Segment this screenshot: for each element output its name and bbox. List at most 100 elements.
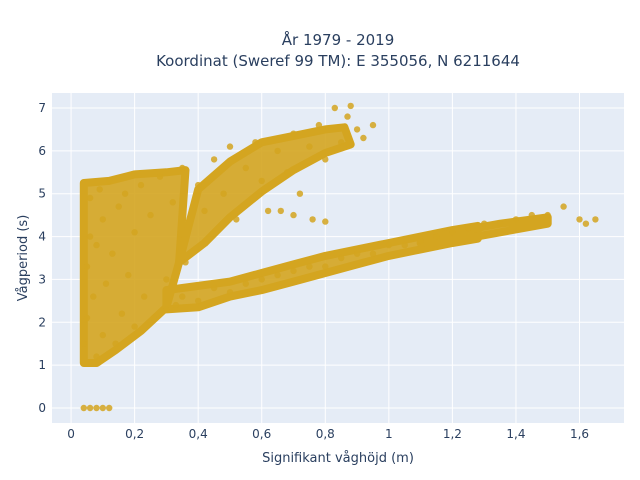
y-tick-label: 3: [38, 272, 46, 286]
x-tick-label: 0,8: [316, 427, 335, 441]
scatter-point: [592, 216, 599, 223]
scatter-point: [83, 314, 91, 322]
scatter-point: [401, 241, 408, 249]
scatter-point: [360, 134, 367, 142]
scatter-point: [306, 263, 313, 270]
scatter-point: [258, 276, 265, 283]
y-tick-label: 1: [38, 358, 46, 372]
scatter-point: [315, 121, 323, 129]
scatter-point: [277, 207, 284, 215]
scatter-point: [290, 130, 297, 137]
y-tick-label: 5: [38, 187, 46, 201]
scatter-point: [528, 211, 535, 219]
scatter-point: [226, 143, 234, 150]
scatter-point: [182, 259, 189, 266]
scatter-point: [353, 126, 361, 133]
x-axis-ticks: 0 0,2 0,4 0,6 0,8 1 1,2 1,4 1,6: [67, 427, 589, 441]
scatter-point: [322, 156, 329, 163]
x-tick-label: 0,6: [252, 427, 271, 441]
scatter-point: [150, 314, 157, 322]
scatter-point: [274, 271, 281, 279]
scatter-point: [226, 289, 234, 296]
scatter-point: [512, 216, 520, 223]
x-tick-label: 0,4: [189, 427, 208, 441]
scatter-point: [172, 301, 180, 309]
scatter-point: [322, 218, 329, 225]
scatter-point: [252, 139, 259, 146]
scatter-point: [284, 169, 291, 176]
scatter-point: [220, 190, 227, 197]
scatter-point: [137, 181, 145, 189]
chart-title-line-2: Koordinat (Sweref 99 TM): E 355056, N 62…: [156, 52, 520, 70]
scatter-point: [179, 164, 186, 172]
scatter-point: [347, 102, 354, 110]
scatter-point: [582, 220, 590, 227]
scatter-point: [106, 177, 113, 185]
scatter-point: [118, 310, 126, 317]
scatter-point: [201, 207, 208, 215]
y-tick-label: 2: [38, 315, 46, 329]
scatter-point: [80, 404, 88, 412]
scatter-point: [309, 216, 316, 223]
x-tick-label: 0: [67, 427, 75, 441]
scatter-point: [290, 267, 297, 275]
scatter-point: [169, 199, 176, 206]
scatter-point: [344, 113, 351, 120]
scatter-point: [258, 177, 265, 185]
scatter-point: [369, 250, 377, 257]
scatter-point: [465, 224, 472, 232]
scatter-point: [99, 331, 107, 339]
scatter-point: [106, 404, 113, 412]
scatter-point: [83, 263, 91, 270]
chart-title-line-1: År 1979 - 2019: [282, 30, 395, 49]
scatter-point: [163, 276, 170, 283]
scatter-cluster: [416, 213, 552, 247]
scatter-points: [80, 102, 599, 412]
scatter-point: [141, 293, 148, 300]
scatter-point: [102, 280, 110, 287]
x-tick-label: 1,6: [570, 427, 589, 441]
scatter-point: [86, 194, 94, 202]
scatter-cluster: [79, 166, 190, 367]
scatter-point: [147, 211, 154, 219]
scatter-point: [179, 293, 186, 300]
scatter-point: [338, 139, 345, 146]
scatter-point: [112, 340, 119, 347]
y-tick-label: 6: [38, 144, 46, 158]
scatter-point: [115, 203, 122, 210]
scatter-point: [576, 216, 583, 223]
scatter-point: [264, 207, 272, 215]
scatter-point: [331, 104, 338, 112]
scatter-point: [496, 220, 504, 227]
scatter-point: [86, 404, 94, 412]
scatter-point: [96, 186, 103, 193]
scatter-cluster: [175, 123, 355, 267]
scatter-point: [90, 293, 97, 300]
x-tick-label: 1: [385, 427, 393, 441]
scatter-point: [195, 181, 202, 189]
scatter-point: [131, 323, 138, 330]
y-tick-label: 4: [38, 230, 46, 244]
scatter-point: [560, 203, 567, 210]
y-tick-label: 7: [38, 101, 46, 115]
scatter-point: [156, 173, 164, 180]
scatter-point: [274, 147, 281, 155]
scatter-point: [417, 237, 424, 245]
x-tick-label: 0,2: [125, 427, 144, 441]
scatter-point: [210, 284, 218, 292]
scatter-point: [290, 211, 297, 219]
scatter-point: [210, 156, 218, 163]
y-tick-label: 0: [38, 401, 46, 415]
scatter-point: [93, 241, 100, 249]
scatter-point: [449, 229, 456, 236]
scatter-point: [163, 306, 170, 313]
grid-lines: [52, 93, 624, 423]
scatter-point: [481, 220, 488, 227]
scatter-point: [338, 254, 345, 262]
scatter-point: [93, 353, 100, 360]
scatter-point: [233, 216, 240, 223]
scatter-point: [80, 340, 88, 347]
scatter-point: [93, 404, 100, 412]
scatter-point: [433, 233, 440, 240]
scatter-point: [99, 216, 107, 223]
